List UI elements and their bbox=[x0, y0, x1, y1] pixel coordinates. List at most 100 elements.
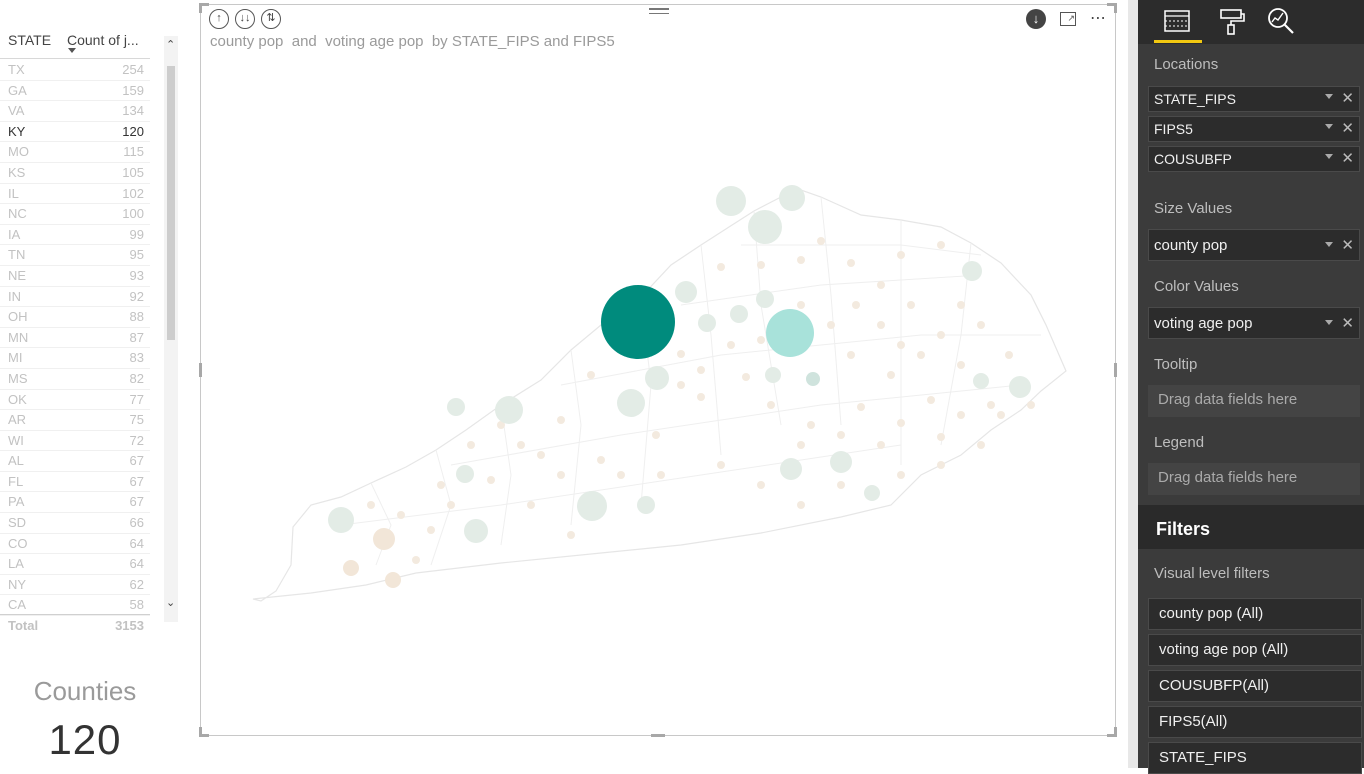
table-row[interactable]: CA 58 bbox=[0, 595, 150, 617]
dropdown-caret-icon[interactable] bbox=[1325, 124, 1333, 129]
county-bubble bbox=[767, 401, 775, 409]
county-bubble bbox=[897, 419, 905, 427]
table-row[interactable]: KY 120 bbox=[0, 122, 150, 143]
remove-field-icon[interactable]: ✕ bbox=[1341, 120, 1354, 137]
table-row[interactable]: IN 92 bbox=[0, 287, 150, 308]
column-header-state[interactable]: STATE bbox=[8, 32, 52, 48]
filter-state-fips[interactable]: STATE_FIPS bbox=[1148, 742, 1362, 774]
resize-handle[interactable] bbox=[199, 363, 202, 377]
color-values-field[interactable]: voting age pop ✕ bbox=[1148, 307, 1360, 339]
more-options-icon[interactable]: ⋯ bbox=[1090, 10, 1107, 27]
county-bubble bbox=[742, 373, 750, 381]
resize-handle[interactable] bbox=[1114, 3, 1117, 13]
color-values-section-title: Color Values bbox=[1154, 278, 1239, 295]
resize-handle[interactable] bbox=[199, 734, 209, 737]
resize-handle[interactable] bbox=[199, 3, 202, 13]
table-row[interactable]: GA 159 bbox=[0, 81, 150, 102]
count-cell: 58 bbox=[129, 597, 144, 613]
table-row[interactable]: MS 82 bbox=[0, 369, 150, 390]
table-row[interactable]: AR 75 bbox=[0, 410, 150, 431]
drill-up-icon[interactable]: ↑ bbox=[209, 9, 229, 29]
table-row[interactable]: TN 95 bbox=[0, 245, 150, 266]
legend-drop-zone[interactable]: Drag data fields here bbox=[1148, 463, 1360, 495]
county-bubble bbox=[385, 572, 401, 588]
location-field-state-fips[interactable]: STATE_FIPS ✕ bbox=[1148, 86, 1360, 112]
table-row[interactable]: IL 102 bbox=[0, 184, 150, 205]
map-visual[interactable]: ↑ ↓↓ ⇅ ↓ ↗ ⋯ county pop and voting age p… bbox=[199, 3, 1117, 737]
county-bubble bbox=[887, 371, 895, 379]
table-row[interactable]: KS 105 bbox=[0, 163, 150, 184]
county-bubble bbox=[897, 251, 905, 259]
resize-handle[interactable] bbox=[199, 3, 209, 6]
table-row[interactable]: CO 64 bbox=[0, 534, 150, 555]
county-bubble bbox=[997, 411, 1005, 419]
resize-handle[interactable] bbox=[199, 727, 202, 737]
field-label: county pop bbox=[1154, 237, 1228, 254]
table-row[interactable]: MN 87 bbox=[0, 328, 150, 349]
remove-field-icon[interactable]: ✕ bbox=[1341, 315, 1354, 332]
resize-handle[interactable] bbox=[1114, 363, 1117, 377]
table-row[interactable]: MO 115 bbox=[0, 142, 150, 163]
resize-handle[interactable] bbox=[1107, 734, 1117, 737]
location-field-cousubfp[interactable]: COUSUBFP ✕ bbox=[1148, 146, 1360, 172]
county-bubble bbox=[343, 560, 359, 576]
count-cell: 83 bbox=[129, 350, 144, 366]
drill-down-all-icon[interactable]: ↓↓ bbox=[235, 9, 255, 29]
kentucky-map[interactable] bbox=[201, 5, 1115, 735]
county-bubble bbox=[527, 501, 535, 509]
table-row[interactable]: NC 100 bbox=[0, 204, 150, 225]
county-boundary bbox=[560, 334, 1041, 386]
scroll-up-icon[interactable]: ⌃ bbox=[166, 39, 176, 51]
table-row[interactable]: PA 67 bbox=[0, 492, 150, 514]
table-row[interactable]: VA 134 bbox=[0, 101, 150, 122]
table-row[interactable]: OK 77 bbox=[0, 390, 150, 411]
table-row[interactable]: OH 88 bbox=[0, 307, 150, 328]
pane-splitter[interactable] bbox=[1128, 0, 1138, 768]
filter-cousubfp[interactable]: COUSUBFP(All) bbox=[1148, 670, 1362, 702]
resize-handle[interactable] bbox=[1107, 3, 1117, 6]
locations-section-title: Locations bbox=[1154, 56, 1219, 73]
column-header-count[interactable]: Count of j... bbox=[67, 32, 139, 48]
table-row[interactable]: NY 62 bbox=[0, 575, 150, 596]
size-values-field[interactable]: county pop ✕ bbox=[1148, 229, 1360, 261]
filter-voting-age-pop[interactable]: voting age pop (All) bbox=[1148, 634, 1362, 666]
dropdown-caret-icon[interactable] bbox=[1325, 320, 1333, 325]
county-bubble bbox=[779, 185, 805, 211]
expand-hierarchy-icon[interactable]: ⇅ bbox=[261, 9, 281, 29]
table-row[interactable]: TX 254 bbox=[0, 60, 150, 81]
table-row[interactable]: LA 64 bbox=[0, 554, 150, 575]
dropdown-caret-icon[interactable] bbox=[1325, 94, 1333, 99]
table-row[interactable]: SD 66 bbox=[0, 513, 150, 534]
filter-county-pop[interactable]: county pop (All) bbox=[1148, 598, 1362, 630]
dropdown-caret-icon[interactable] bbox=[1325, 154, 1333, 159]
drill-mode-icon[interactable]: ↓ bbox=[1026, 9, 1046, 29]
county-boundary bbox=[340, 444, 902, 526]
fields-icon[interactable] bbox=[1162, 6, 1192, 36]
table-scrollbar[interactable]: ⌃ ⌄ bbox=[164, 36, 178, 622]
format-paint-roller-icon[interactable] bbox=[1216, 6, 1246, 36]
county-bubble bbox=[447, 398, 465, 416]
focus-mode-icon[interactable]: ↗ bbox=[1060, 12, 1076, 26]
county-bubble bbox=[1027, 401, 1035, 409]
table-row[interactable]: AL 67 bbox=[0, 451, 150, 472]
table-row[interactable]: MI 83 bbox=[0, 348, 150, 369]
county-bubble bbox=[617, 389, 645, 417]
table-row[interactable]: NE 93 bbox=[0, 266, 150, 287]
table-row[interactable]: FL 67 bbox=[0, 472, 150, 493]
table-row[interactable]: WI 72 bbox=[0, 431, 150, 452]
scroll-down-icon[interactable]: ⌄ bbox=[166, 597, 176, 609]
table-row[interactable]: IA 99 bbox=[0, 225, 150, 246]
remove-field-icon[interactable]: ✕ bbox=[1341, 90, 1354, 107]
filter-fips5[interactable]: FIPS5(All) bbox=[1148, 706, 1362, 738]
remove-field-icon[interactable]: ✕ bbox=[1341, 150, 1354, 167]
move-grip-icon[interactable] bbox=[649, 5, 669, 19]
scrollbar-thumb[interactable] bbox=[167, 66, 175, 340]
tooltip-drop-zone[interactable]: Drag data fields here bbox=[1148, 385, 1360, 417]
resize-handle[interactable] bbox=[651, 734, 665, 737]
resize-handle[interactable] bbox=[1114, 727, 1117, 737]
dropdown-caret-icon[interactable] bbox=[1325, 242, 1333, 247]
location-field-fips5[interactable]: FIPS5 ✕ bbox=[1148, 116, 1360, 142]
analytics-magnifier-icon[interactable] bbox=[1266, 6, 1296, 36]
county-bubble bbox=[897, 471, 905, 479]
remove-field-icon[interactable]: ✕ bbox=[1341, 237, 1354, 254]
